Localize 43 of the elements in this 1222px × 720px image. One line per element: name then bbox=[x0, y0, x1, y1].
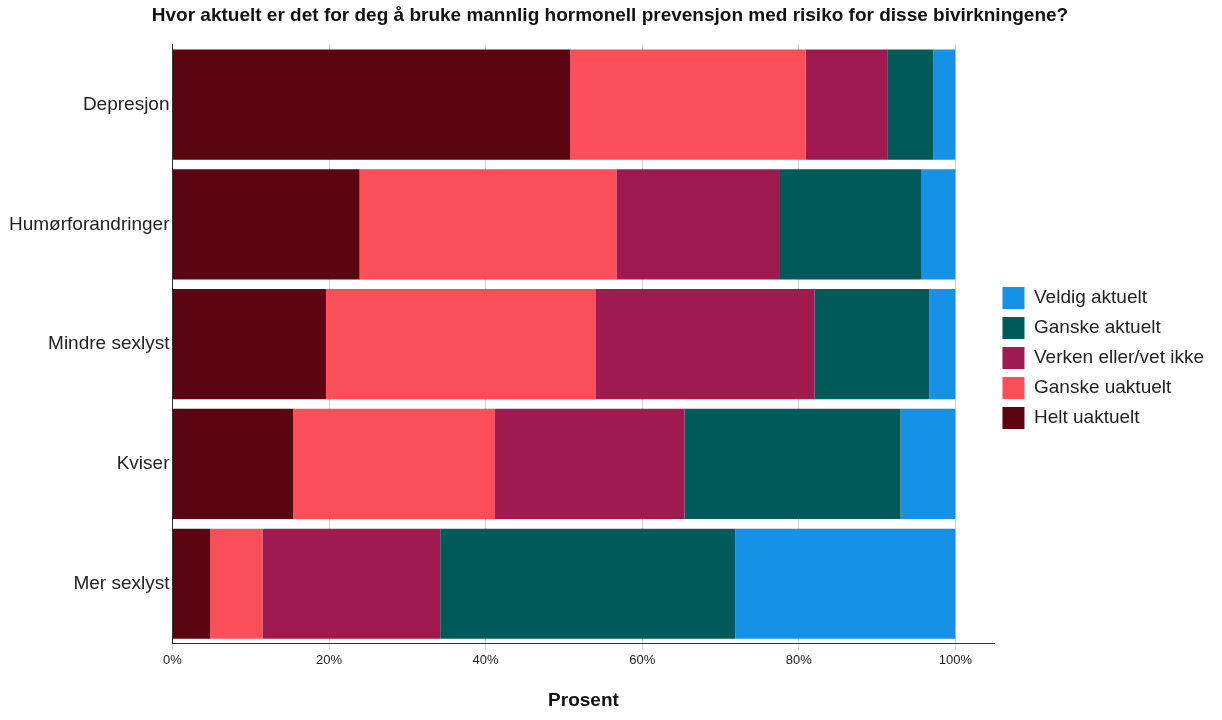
x-axis-title: Prosent bbox=[548, 688, 620, 710]
y-tick-label: Mindre sexlyst bbox=[48, 332, 171, 354]
bar bbox=[173, 169, 360, 280]
bar bbox=[616, 169, 780, 280]
x-tick-label: 80% bbox=[785, 651, 813, 667]
bar bbox=[440, 528, 736, 639]
chart-title: Hvor aktuelt er det for deg å bruke mannlig hormonell prevensjon med risiko for disse bivirkningene? bbox=[151, 3, 1069, 25]
bar bbox=[570, 49, 806, 160]
y-tick-label: Depresjon bbox=[82, 92, 170, 114]
x-tick-label: 100% bbox=[938, 651, 973, 667]
bar bbox=[921, 169, 956, 280]
x-tick-label: 20% bbox=[316, 651, 343, 667]
bar bbox=[735, 528, 956, 639]
bar bbox=[325, 289, 597, 400]
legend-label: Veldig aktuelt bbox=[1033, 286, 1148, 308]
bar bbox=[293, 408, 496, 520]
bar bbox=[173, 528, 211, 639]
bar bbox=[210, 528, 263, 639]
bar bbox=[262, 528, 441, 639]
bar bbox=[173, 289, 326, 400]
x-tick-label: 0% bbox=[163, 651, 183, 667]
bar bbox=[887, 49, 934, 160]
bar bbox=[900, 408, 956, 520]
y-tick-label: Mer sexlyst bbox=[73, 571, 171, 593]
bar bbox=[596, 289, 815, 400]
bar bbox=[805, 49, 888, 160]
x-tick-label: 40% bbox=[472, 651, 500, 667]
bar bbox=[173, 49, 571, 160]
bar bbox=[495, 408, 685, 520]
bar bbox=[779, 169, 922, 280]
legend-label: Ganske uaktuelt bbox=[1033, 376, 1172, 398]
bar bbox=[929, 289, 956, 400]
legend-label: Helt uaktuelt bbox=[1033, 406, 1141, 428]
bar bbox=[933, 49, 956, 160]
legend-label: Ganske aktuelt bbox=[1033, 316, 1162, 338]
bar bbox=[173, 408, 294, 520]
legend-label: Verken eller/vet ikke bbox=[1033, 346, 1205, 368]
y-tick-label: Kviser bbox=[116, 452, 171, 474]
bar bbox=[359, 169, 617, 280]
bar bbox=[814, 289, 930, 400]
bar bbox=[684, 408, 901, 520]
y-tick-label: Humørforandringer bbox=[9, 212, 171, 234]
x-tick-label: 60% bbox=[629, 651, 656, 667]
